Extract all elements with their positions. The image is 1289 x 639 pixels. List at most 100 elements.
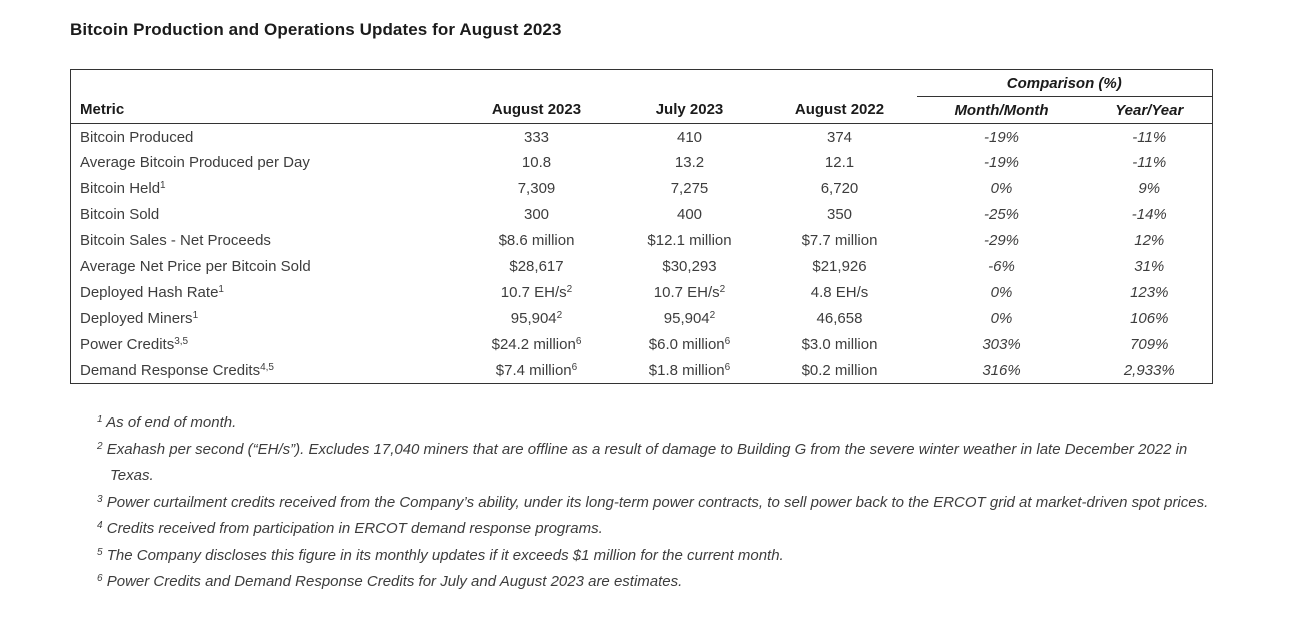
table-row: Average Net Price per Bitcoin Sold $28,61… <box>71 254 1213 280</box>
cell-july-2023: 400 <box>676 206 703 223</box>
cell-metric: Bitcoin Sold <box>80 206 160 223</box>
column-header-row: Metric August 2023 July 2023 August 2022… <box>70 96 1213 124</box>
footnote: 4 Credits received from participation in… <box>97 520 603 537</box>
column-header-august-2022: August 2022 <box>762 96 917 124</box>
footnote: 1 As of end of month. <box>97 414 237 431</box>
comparison-group-row: Comparison (%) <box>71 69 1213 97</box>
cell-august-2023: 10.8 <box>521 154 552 171</box>
cell-july-2023: 10.7 EH/s2 <box>653 284 726 301</box>
cell-month-month: 303% <box>982 336 1021 353</box>
footnote-reference: 2 <box>556 310 563 321</box>
cell-month-month: 0% <box>990 310 1013 327</box>
table-row: Bitcoin Held1 7,309 7,275 6,720 0% 9% <box>71 176 1213 202</box>
cell-july-2023: $1.8 million6 <box>648 361 731 379</box>
cell-july-2023: $6.0 million6 <box>648 336 731 353</box>
cell-metric: Deployed Hash Rate1 <box>80 284 224 301</box>
footnote-reference: 1 <box>218 284 224 295</box>
cell-august-2022: $3.0 million <box>801 336 878 353</box>
footnote-marker: 6 <box>97 573 103 584</box>
cell-metric: Bitcoin Held1 <box>80 180 166 197</box>
cell-year-year: 12% <box>1134 232 1165 249</box>
cell-august-2022: 6,720 <box>820 180 859 197</box>
table-row: Deployed Miners1 95,9042 95,9042 46,658 0% 10… <box>71 306 1213 332</box>
footnote-marker: 5 <box>97 546 103 558</box>
cell-july-2023: $30,293 <box>662 258 717 275</box>
cell-year-year: -11% <box>1132 154 1167 171</box>
cell-august-2022: $7.7 million <box>801 232 878 249</box>
column-header-august-2023: August 2023 <box>456 96 617 124</box>
cell-year-year: 9% <box>1138 180 1161 197</box>
cell-august-2022: 4.8 EH/s <box>810 284 869 301</box>
cell-july-2023: 95,9042 <box>663 310 716 327</box>
footnote-marker: 3 <box>97 493 103 505</box>
cell-month-month: -19% <box>983 129 1020 147</box>
cell-month-month: 0% <box>990 284 1013 301</box>
comparison-group-header: Comparison (%) <box>916 69 1213 97</box>
footnote-marker: 2 <box>97 440 103 452</box>
cell-metric: Demand Response Credits4,5 <box>80 361 274 379</box>
cell-month-month: -29% <box>983 232 1020 249</box>
footnote-reference: 6 <box>724 361 731 373</box>
page-title: Bitcoin Production and Operations Update… <box>70 20 562 39</box>
cell-august-2023: 300 <box>523 206 550 223</box>
cell-august-2022: 374 <box>826 129 853 147</box>
footnote-reference: 3,5 <box>174 336 189 347</box>
cell-year-year: 106% <box>1130 310 1169 327</box>
cell-august-2023: $24.2 million6 <box>491 336 582 353</box>
cell-year-year: 31% <box>1134 258 1165 275</box>
footnote-reference: 2 <box>566 284 573 295</box>
cell-month-month: -25% <box>983 206 1020 223</box>
footnote-marker: 4 <box>97 520 103 531</box>
table-row: Bitcoin Produced 333 410 374 -19% -11% <box>71 124 1213 150</box>
footnote-marker: 1 <box>97 414 103 425</box>
column-header-july-2023: July 2023 <box>616 96 763 124</box>
cell-metric: Power Credits3,5 <box>80 336 189 353</box>
footnote: 5 The Company discloses this figure in i… <box>97 546 784 564</box>
cell-metric: Bitcoin Produced <box>80 129 194 147</box>
table-row: Average Bitcoin Produced per Day 10.8 13.2… <box>71 150 1213 176</box>
table-row: Demand Response Credits4,5 $7.4 million6 $… <box>71 358 1213 384</box>
footnote: 6 Power Credits and Demand Response Cred… <box>97 573 683 590</box>
footnote-reference: 6 <box>724 336 731 347</box>
footnote-reference: 2 <box>709 310 716 321</box>
footnote-reference: 2 <box>719 284 726 295</box>
cell-august-2023: 95,9042 <box>510 310 563 327</box>
footnote-reference: 6 <box>571 361 578 373</box>
cell-month-month: 316% <box>982 361 1021 379</box>
cell-august-2023: 7,309 <box>517 180 556 197</box>
cell-august-2023: 333 <box>523 129 550 147</box>
column-header-metric: Metric <box>70 96 457 124</box>
cell-metric: Deployed Miners1 <box>80 310 199 327</box>
cell-august-2023: $7.4 million6 <box>495 361 578 379</box>
table-row: Deployed Hash Rate1 10.7 EH/s2 10.7 EH/s2 4… <box>71 280 1213 306</box>
table-body: Bitcoin Produced 333 410 374 -19% -11% Average… <box>71 124 1213 384</box>
footnotes: 1 As of end of month. 2 Exahash per secon… <box>97 410 1215 596</box>
cell-month-month: -19% <box>983 154 1020 171</box>
cell-july-2023: $12.1 million <box>647 232 732 249</box>
cell-year-year: -14% <box>1131 206 1167 223</box>
table-row: Power Credits3,5 $24.2 million6 $6.0 milli… <box>71 332 1213 358</box>
cell-august-2022: 46,658 <box>816 310 863 327</box>
cell-august-2022: 12.1 <box>824 154 855 171</box>
table-row: Bitcoin Sold 300 400 350 -25% -14% <box>71 202 1213 228</box>
cell-july-2023: 7,275 <box>670 180 709 197</box>
footnote-reference: 1 <box>160 180 166 191</box>
footnote-reference: 1 <box>192 310 199 321</box>
cell-year-year: 123% <box>1130 284 1169 301</box>
table-header: Comparison (%) Metric August 2023 July 2… <box>70 69 1213 124</box>
cell-july-2023: 13.2 <box>674 154 705 171</box>
cell-month-month: -6% <box>988 258 1015 275</box>
cell-august-2023: $8.6 million <box>498 232 575 249</box>
footnote-reference: 4,5 <box>260 361 274 373</box>
column-header-month-month: Month/Month <box>916 96 1087 124</box>
cell-august-2022: 350 <box>826 206 853 223</box>
cell-metric: Average Net Price per Bitcoin Sold <box>80 258 311 275</box>
cell-metric: Average Bitcoin Produced per Day <box>80 154 310 171</box>
cell-year-year: -11% <box>1132 129 1167 147</box>
cell-july-2023: 410 <box>676 129 703 147</box>
metrics-table: Comparison (%) Metric August 2023 July 2… <box>70 69 1214 384</box>
table-row: Bitcoin Sales - Net Proceeds $8.6 million… <box>71 228 1213 254</box>
header-spacer <box>71 70 917 97</box>
cell-year-year: 2,933% <box>1123 361 1175 379</box>
cell-metric: Bitcoin Sales - Net Proceeds <box>80 232 271 249</box>
